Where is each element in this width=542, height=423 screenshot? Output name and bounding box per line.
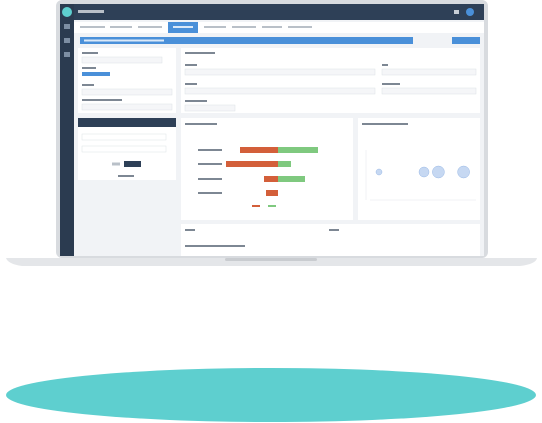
panel-title bbox=[362, 123, 408, 125]
info-text bbox=[84, 39, 164, 42]
chip[interactable] bbox=[82, 72, 110, 76]
input[interactable] bbox=[381, 68, 477, 76]
tab[interactable] bbox=[173, 26, 193, 28]
nav-icon[interactable] bbox=[64, 38, 70, 43]
label bbox=[82, 99, 122, 101]
bubble bbox=[457, 165, 470, 179]
row-label bbox=[198, 149, 222, 151]
row-label bbox=[198, 178, 222, 180]
label bbox=[382, 83, 400, 85]
legend-item bbox=[268, 205, 276, 207]
label bbox=[82, 67, 96, 69]
laptop-base bbox=[6, 258, 537, 266]
bar-positive bbox=[278, 161, 291, 167]
input[interactable] bbox=[184, 68, 376, 76]
label bbox=[82, 52, 98, 54]
nav-icon[interactable] bbox=[64, 52, 70, 57]
bar-negative bbox=[264, 176, 278, 182]
label bbox=[82, 84, 94, 86]
bar-positive bbox=[278, 176, 305, 182]
label bbox=[382, 64, 388, 66]
link[interactable] bbox=[118, 175, 134, 177]
bubble bbox=[375, 168, 383, 176]
bar-negative bbox=[240, 147, 278, 153]
label bbox=[185, 83, 197, 85]
bar-chart-panel bbox=[181, 118, 353, 220]
tab[interactable] bbox=[138, 26, 162, 28]
bar-negative bbox=[226, 161, 278, 167]
label bbox=[329, 229, 339, 231]
info-bar bbox=[80, 37, 413, 44]
label bbox=[185, 245, 245, 247]
laptop-notch bbox=[225, 258, 317, 261]
input[interactable] bbox=[81, 103, 173, 111]
bar-positive bbox=[278, 147, 318, 153]
panel-title bbox=[185, 123, 217, 125]
input[interactable] bbox=[184, 87, 376, 95]
tab[interactable] bbox=[204, 26, 226, 28]
logo bbox=[62, 7, 72, 17]
bar-negative bbox=[266, 190, 278, 196]
tabs bbox=[80, 26, 312, 28]
input[interactable] bbox=[381, 87, 477, 95]
list-header bbox=[78, 118, 176, 127]
action-button[interactable] bbox=[452, 37, 480, 44]
form-panel bbox=[181, 48, 480, 113]
form-title bbox=[185, 52, 215, 54]
tab[interactable] bbox=[288, 26, 312, 28]
secondary-button[interactable] bbox=[112, 162, 120, 166]
row-label bbox=[198, 163, 222, 165]
label bbox=[185, 64, 197, 66]
notification-icon[interactable] bbox=[454, 10, 459, 14]
bubble bbox=[432, 165, 445, 179]
primary-button[interactable] bbox=[124, 161, 141, 167]
bubble bbox=[418, 166, 430, 178]
tab[interactable] bbox=[80, 26, 105, 28]
input[interactable] bbox=[184, 104, 236, 112]
row-label bbox=[198, 192, 222, 194]
top-bar bbox=[60, 4, 484, 20]
input[interactable] bbox=[81, 88, 173, 96]
backdrop-ellipse bbox=[6, 368, 536, 422]
tab[interactable] bbox=[262, 26, 282, 28]
tab[interactable] bbox=[232, 26, 256, 28]
bottom-panel bbox=[181, 224, 480, 256]
label bbox=[185, 229, 195, 231]
tab[interactable] bbox=[110, 26, 132, 28]
app-name bbox=[78, 10, 104, 13]
legend-item bbox=[252, 205, 260, 207]
input[interactable] bbox=[81, 56, 163, 64]
label bbox=[185, 100, 207, 102]
list-item[interactable] bbox=[81, 133, 167, 141]
avatar[interactable] bbox=[466, 8, 474, 16]
nav-icon[interactable] bbox=[64, 24, 70, 29]
sidebar bbox=[60, 4, 74, 256]
list-item[interactable] bbox=[81, 145, 167, 153]
